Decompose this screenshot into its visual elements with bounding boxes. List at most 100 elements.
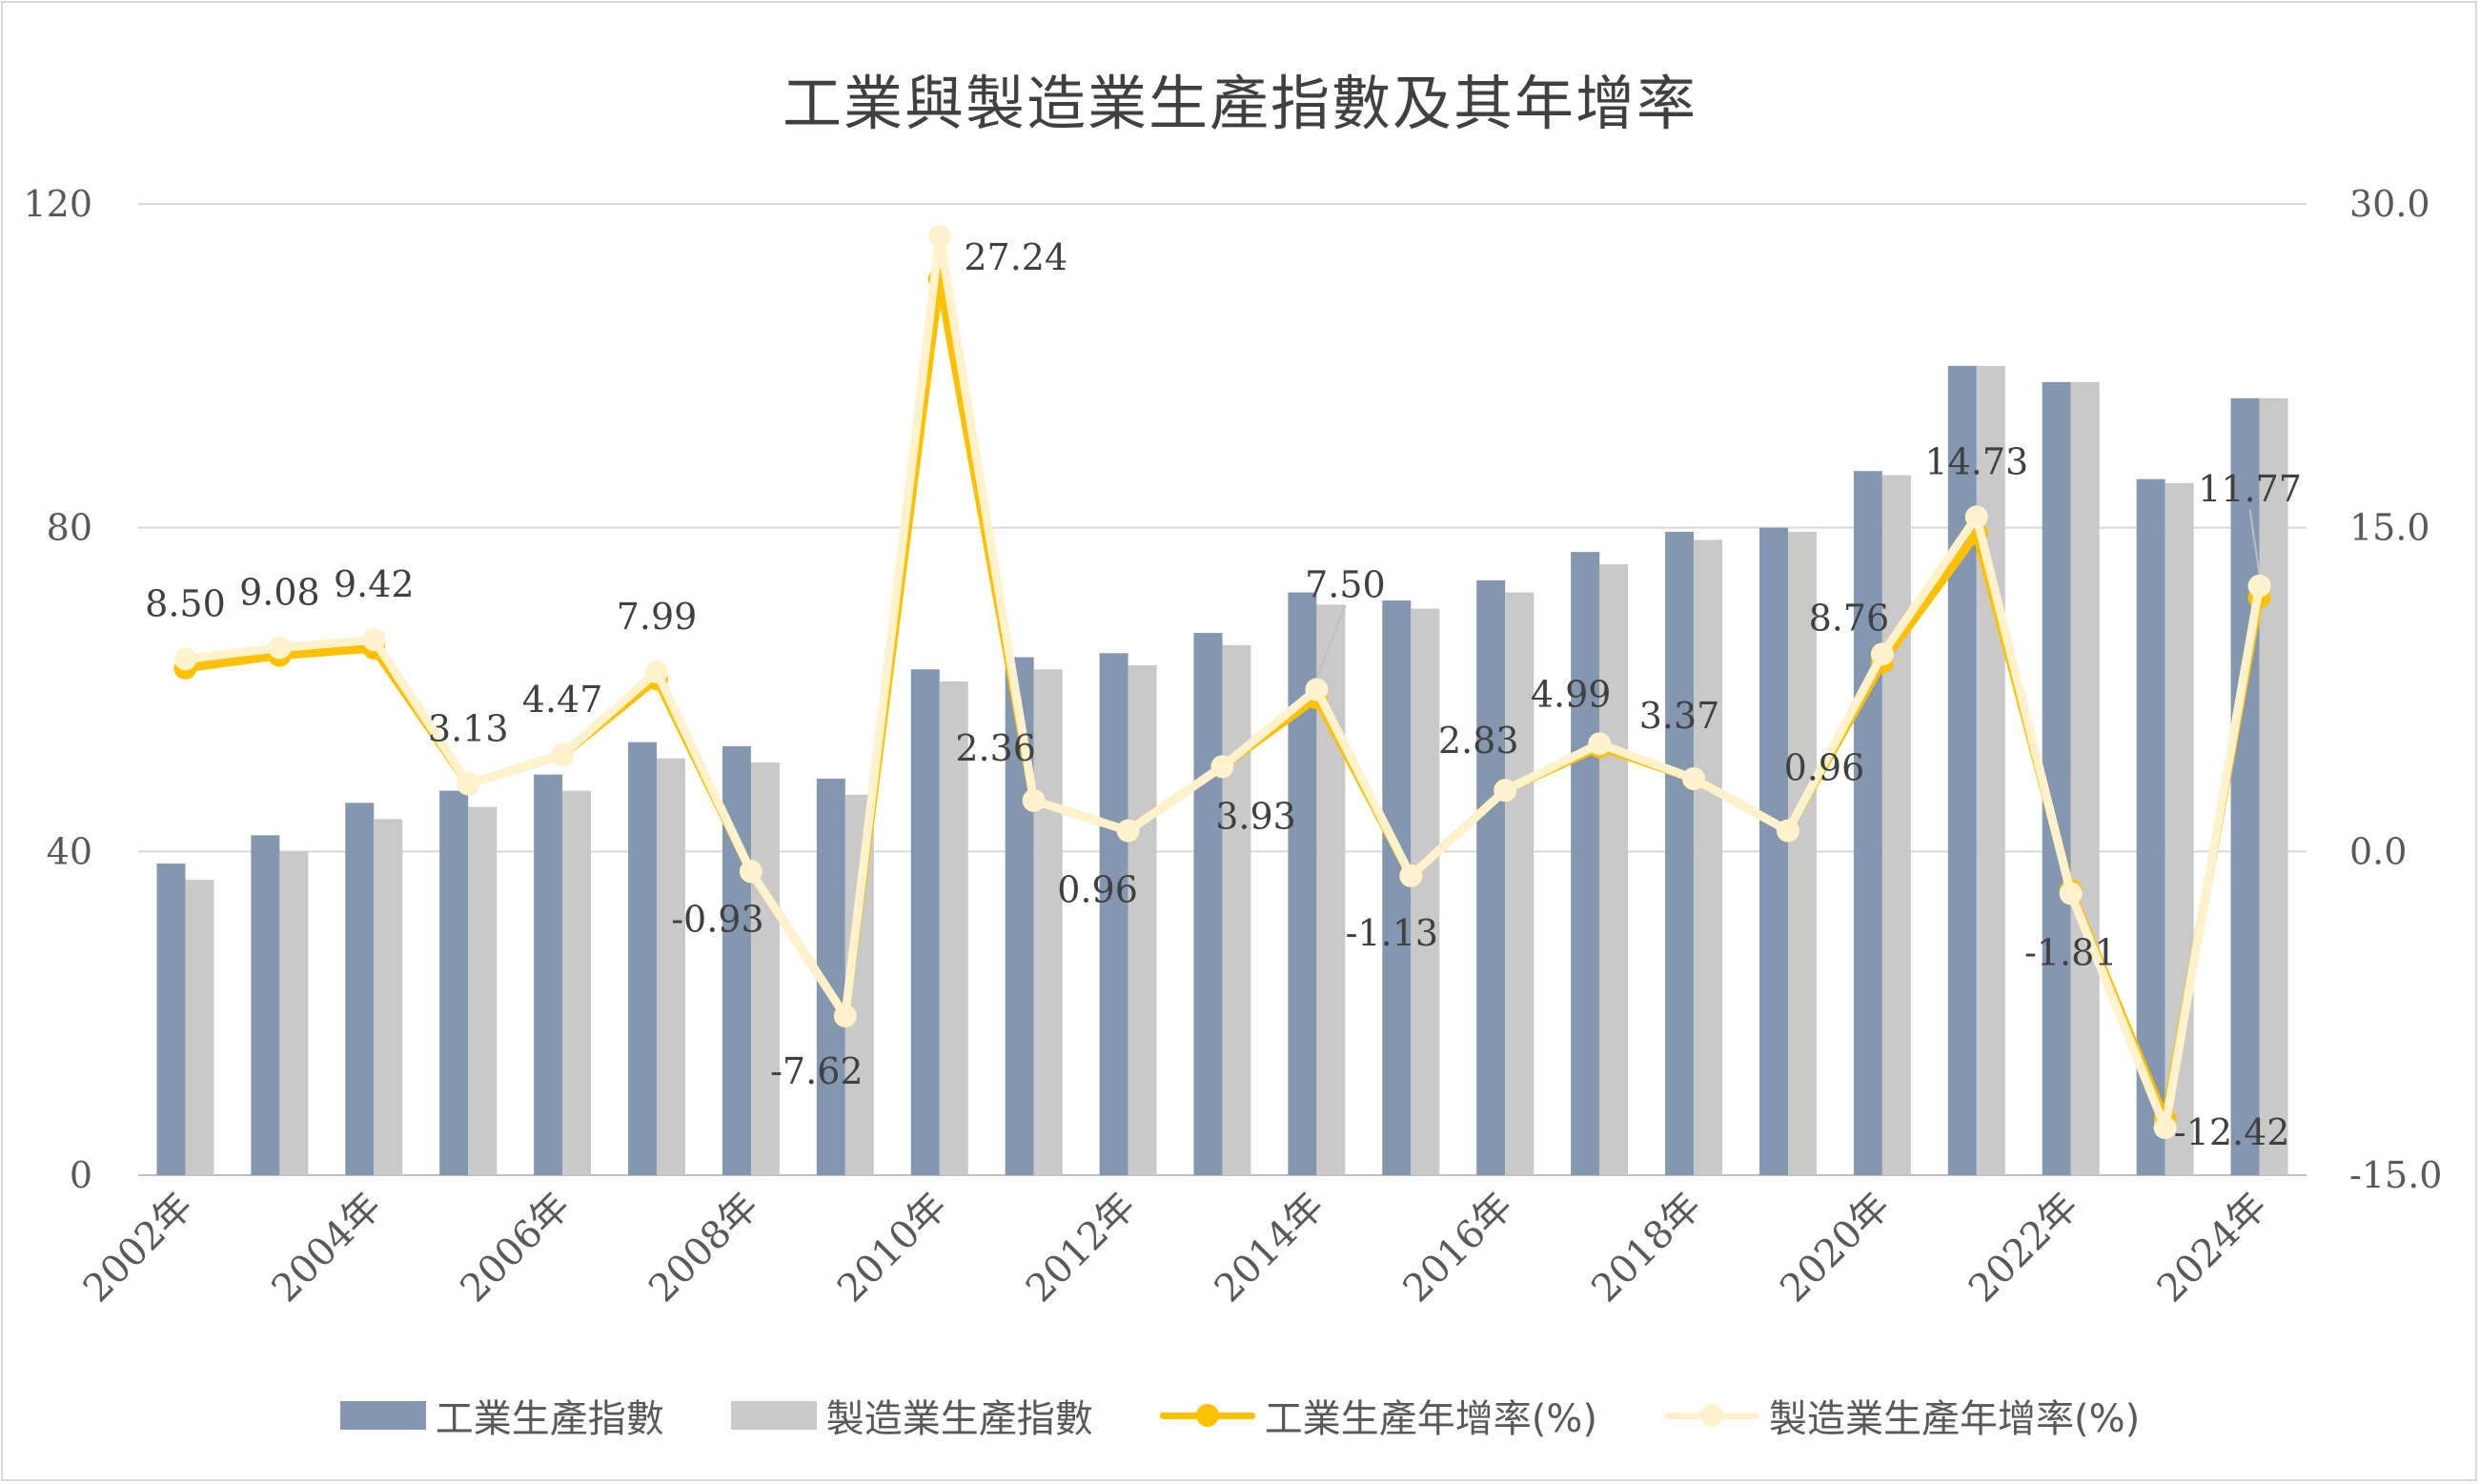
bar-series [156,365,2288,1176]
manufacturing-growth-point [1116,819,1140,843]
data-label: 7.99 [617,596,698,638]
manufacturing-growth-point [1776,819,1799,843]
data-label: 0.96 [1784,747,1865,789]
x-tick-label: 2006年 [452,1185,579,1311]
manufacturing-growth-point [1870,642,1894,666]
data-label: 2.83 [1438,720,1519,762]
x-tick-label: 2002年 [75,1185,202,1311]
legend-item-industrial-index: 工業生產指數 [339,1388,664,1443]
legend-item-manufacturing-index: 製造業生產指數 [730,1388,1093,1443]
manufacturing-growth-point [2059,882,2083,905]
data-label: -12.42 [2174,1111,2290,1153]
legend-swatch-manufacturing-index [730,1401,817,1430]
manufacturing-growth-point [362,628,386,652]
bar-manufacturing-index [657,758,686,1175]
y-right-tick-label: 30.0 [2349,183,2430,225]
bar-industrial-index [910,669,940,1175]
bar-manufacturing-index [1033,669,1063,1175]
legend-item-industrial-growth: 工業生產年增率(%) [1159,1388,1597,1443]
y-left-tick-label: 40 [47,830,92,872]
manufacturing-growth-point [2247,574,2271,598]
manufacturing-growth-point [551,743,575,767]
manufacturing-growth-point [268,636,292,660]
y-right-tick-label: 0.0 [2349,830,2407,872]
x-tick-label: 2010年 [829,1185,956,1311]
legend-label: 製造業生產指數 [825,1397,1093,1441]
data-label: 9.08 [239,572,320,614]
data-labels: 8.50 9.08 9.42 3.13 4.47 7.99 -0.93 -7.62 27.24 2… [145,236,2302,1153]
bar-industrial-index [1947,365,1977,1175]
legend-label: 工業生產指數 [435,1397,664,1441]
bar-manufacturing-index [1787,531,1817,1175]
legend-item-manufacturing-growth: 製造業生產年增率(%) [1664,1388,2140,1443]
line-series [173,224,2271,1140]
y-left-tick-label: 80 [47,507,92,549]
x-tick-label: 2022年 [1961,1185,2087,1311]
manufacturing-growth-point [2153,1116,2177,1140]
data-label: 8.50 [145,582,226,624]
legend: 工業生產指數 製造業生產指數 工業生產年增率(%) 製造業生產年增率(%) [0,1387,2480,1444]
data-label: 2.36 [955,727,1036,769]
bar-manufacturing-index [1881,475,1911,1175]
manufacturing-growth-point [457,772,480,796]
x-tick-label: 2024年 [2149,1185,2276,1311]
data-label: 8.76 [1809,597,1890,639]
bar-industrial-index [2230,397,2260,1175]
bar-industrial-index [439,790,469,1175]
bar-manufacturing-index [279,851,309,1175]
bar-industrial-index [1665,531,1695,1175]
data-label: -7.62 [770,1050,863,1092]
bar-manufacturing-index [1411,608,1440,1175]
bar-industrial-index [1571,552,1600,1175]
legend-swatch-industrial-growth [1159,1401,1255,1430]
data-label: 14.73 [1924,440,2028,482]
bar-industrial-index [534,774,563,1175]
bar-manufacturing-index [374,819,403,1175]
manufacturing-growth-point [1682,767,1706,791]
bar-industrial-index [345,803,375,1175]
legend-label: 製造業生產年增率(%) [1769,1397,2141,1441]
data-label: 3.13 [428,707,509,749]
manufacturing-growth-point [739,860,762,884]
bar-industrial-index [1099,653,1128,1175]
x-tick-label: 2016年 [1395,1185,1522,1311]
y-right-tick-label: 15.0 [2349,507,2430,549]
bar-industrial-index [1476,579,1506,1175]
y-left-tick-label: 120 [23,183,92,225]
bar-manufacturing-index [2259,397,2288,1175]
bar-manufacturing-index [2165,482,2194,1175]
manufacturing-growth-point [1399,864,1423,887]
bar-industrial-index [156,864,186,1175]
label-leader [1315,605,1347,679]
data-label: 4.99 [1531,673,1612,715]
chart-title: 工業與製造業生產指數及其年增率 [782,69,1697,138]
bar-manufacturing-index [2070,381,2100,1176]
data-label: -1.81 [2024,931,2117,973]
bar-industrial-index [628,742,658,1175]
manufacturing-growth-point [1964,505,1988,529]
bar-manufacturing-index [1694,539,1723,1175]
data-label: 11.77 [2198,468,2302,510]
bar-industrial-index [1382,600,1412,1175]
bar-manufacturing-index [1976,365,2005,1175]
bar-manufacturing-index [1599,563,1629,1175]
data-label: 9.42 [334,563,415,605]
bar-manufacturing-index [1128,665,1157,1175]
legend-swatch-manufacturing-growth [1664,1401,1759,1430]
bar-industrial-index [1193,633,1223,1175]
bar-manufacturing-index [562,790,592,1175]
data-label: 27.24 [964,236,1067,278]
x-tick-label: 2004年 [264,1185,391,1311]
data-label: 7.50 [1305,564,1386,606]
x-tick-label: 2008年 [640,1185,767,1311]
data-label: 0.96 [1057,869,1138,911]
bar-industrial-index [1853,471,1882,1176]
bar-manufacturing-index [1505,592,1535,1175]
manufacturing-growth-point [1494,779,1517,803]
bar-manufacturing-index [1222,644,1251,1175]
manufacturing-growth-point [645,660,669,683]
manufacturing-growth-point [1588,732,1612,756]
x-tick-label: 2020年 [1772,1185,1899,1311]
y-left-tick-label: 0 [70,1154,92,1196]
